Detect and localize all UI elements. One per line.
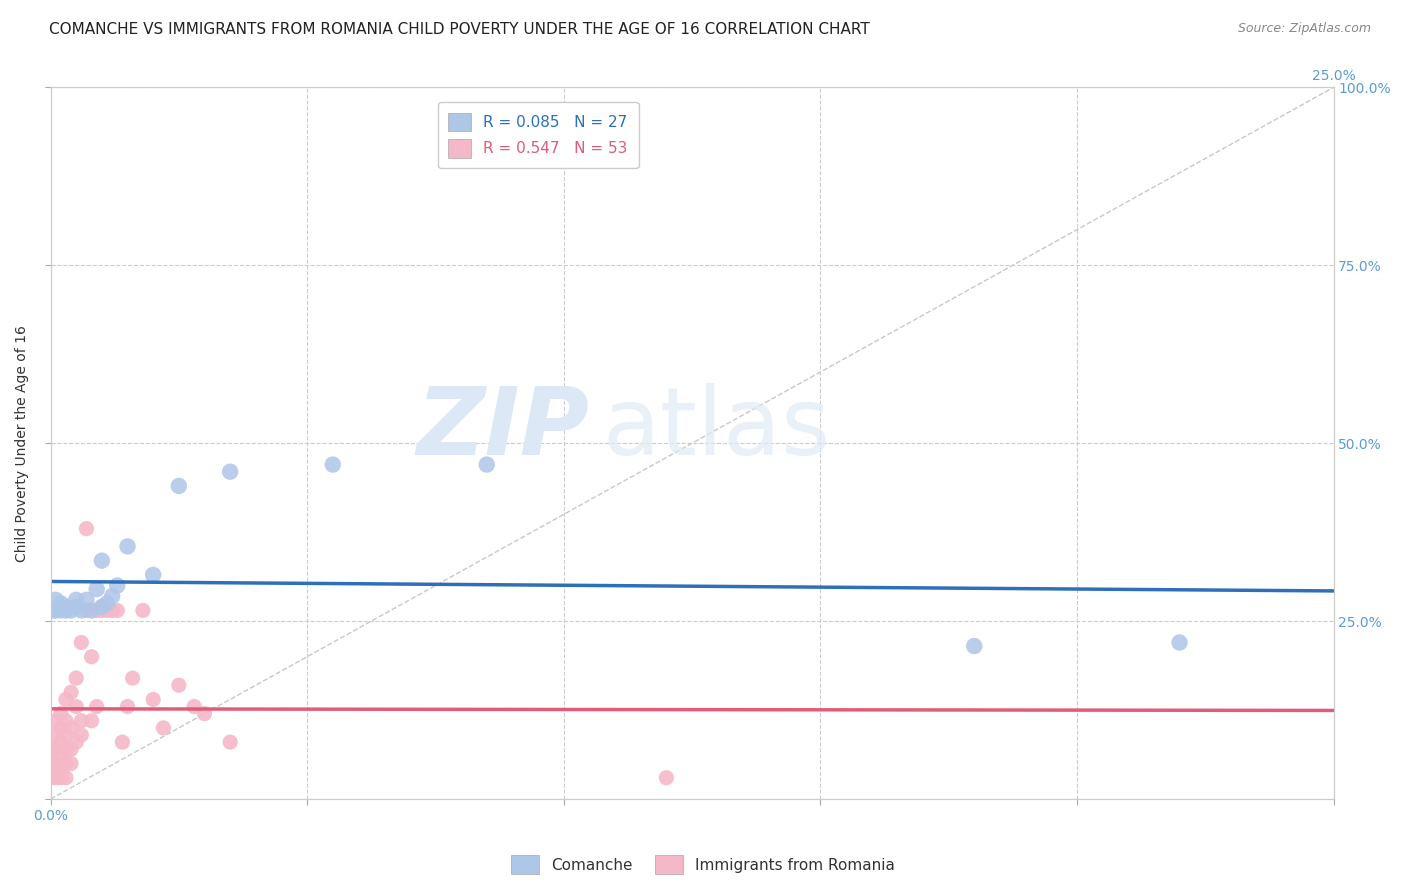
Point xyxy=(39,742,62,756)
Point xyxy=(96,596,118,610)
Point xyxy=(86,699,108,714)
Legend: Comanche, Immigrants from Romania: Comanche, Immigrants from Romania xyxy=(505,849,901,880)
Point xyxy=(655,771,678,785)
Point xyxy=(167,479,190,493)
Point xyxy=(142,692,165,706)
Point xyxy=(101,603,124,617)
Point xyxy=(111,735,134,749)
Point xyxy=(49,721,72,735)
Point xyxy=(1168,635,1191,649)
Point xyxy=(86,582,108,596)
Point xyxy=(55,714,77,728)
Point xyxy=(49,749,72,764)
Point xyxy=(55,728,77,742)
Point xyxy=(117,540,139,554)
Point xyxy=(39,771,62,785)
Point xyxy=(80,603,103,617)
Point xyxy=(49,603,72,617)
Text: atlas: atlas xyxy=(602,383,831,475)
Point xyxy=(86,603,108,617)
Point xyxy=(80,649,103,664)
Point xyxy=(65,671,87,685)
Point xyxy=(45,728,67,742)
Point xyxy=(60,742,83,756)
Point xyxy=(80,714,103,728)
Point xyxy=(121,671,143,685)
Point xyxy=(49,764,72,778)
Point xyxy=(193,706,215,721)
Point xyxy=(65,699,87,714)
Point xyxy=(322,458,344,472)
Point xyxy=(132,603,155,617)
Point xyxy=(49,735,72,749)
Point xyxy=(45,742,67,756)
Point xyxy=(219,735,242,749)
Point xyxy=(55,742,77,756)
Point xyxy=(142,567,165,582)
Point xyxy=(105,603,128,617)
Point xyxy=(70,728,93,742)
Point xyxy=(96,603,118,617)
Point xyxy=(60,756,83,771)
Point xyxy=(60,603,83,617)
Point xyxy=(39,756,62,771)
Point xyxy=(219,465,242,479)
Point xyxy=(45,714,67,728)
Point xyxy=(70,603,93,617)
Point xyxy=(55,599,77,614)
Point xyxy=(49,706,72,721)
Point xyxy=(55,603,77,617)
Text: Source: ZipAtlas.com: Source: ZipAtlas.com xyxy=(1237,22,1371,36)
Point xyxy=(45,764,67,778)
Point xyxy=(70,635,93,649)
Point xyxy=(152,721,174,735)
Point xyxy=(183,699,205,714)
Point xyxy=(101,589,124,603)
Point xyxy=(475,458,498,472)
Point xyxy=(45,592,67,607)
Point xyxy=(49,596,72,610)
Point xyxy=(90,599,112,614)
Point xyxy=(90,599,112,614)
Point xyxy=(65,592,87,607)
Point xyxy=(55,771,77,785)
Point xyxy=(117,699,139,714)
Point xyxy=(90,603,112,617)
Point xyxy=(65,599,87,614)
Point xyxy=(60,685,83,699)
Text: ZIP: ZIP xyxy=(416,383,589,475)
Point xyxy=(60,721,83,735)
Point xyxy=(55,756,77,771)
Point xyxy=(90,554,112,568)
Legend: R = 0.085   N = 27, R = 0.547   N = 53: R = 0.085 N = 27, R = 0.547 N = 53 xyxy=(437,103,638,169)
Point xyxy=(45,756,67,771)
Text: COMANCHE VS IMMIGRANTS FROM ROMANIA CHILD POVERTY UNDER THE AGE OF 16 CORRELATIO: COMANCHE VS IMMIGRANTS FROM ROMANIA CHIL… xyxy=(49,22,870,37)
Point xyxy=(42,603,65,617)
Point xyxy=(75,603,97,617)
Point xyxy=(70,714,93,728)
Point xyxy=(167,678,190,692)
Point xyxy=(75,522,97,536)
Point xyxy=(45,771,67,785)
Point xyxy=(55,692,77,706)
Point xyxy=(963,639,986,653)
Point xyxy=(65,735,87,749)
Y-axis label: Child Poverty Under the Age of 16: Child Poverty Under the Age of 16 xyxy=(15,325,30,562)
Point xyxy=(49,771,72,785)
Point xyxy=(45,603,67,617)
Point xyxy=(75,592,97,607)
Point xyxy=(105,578,128,592)
